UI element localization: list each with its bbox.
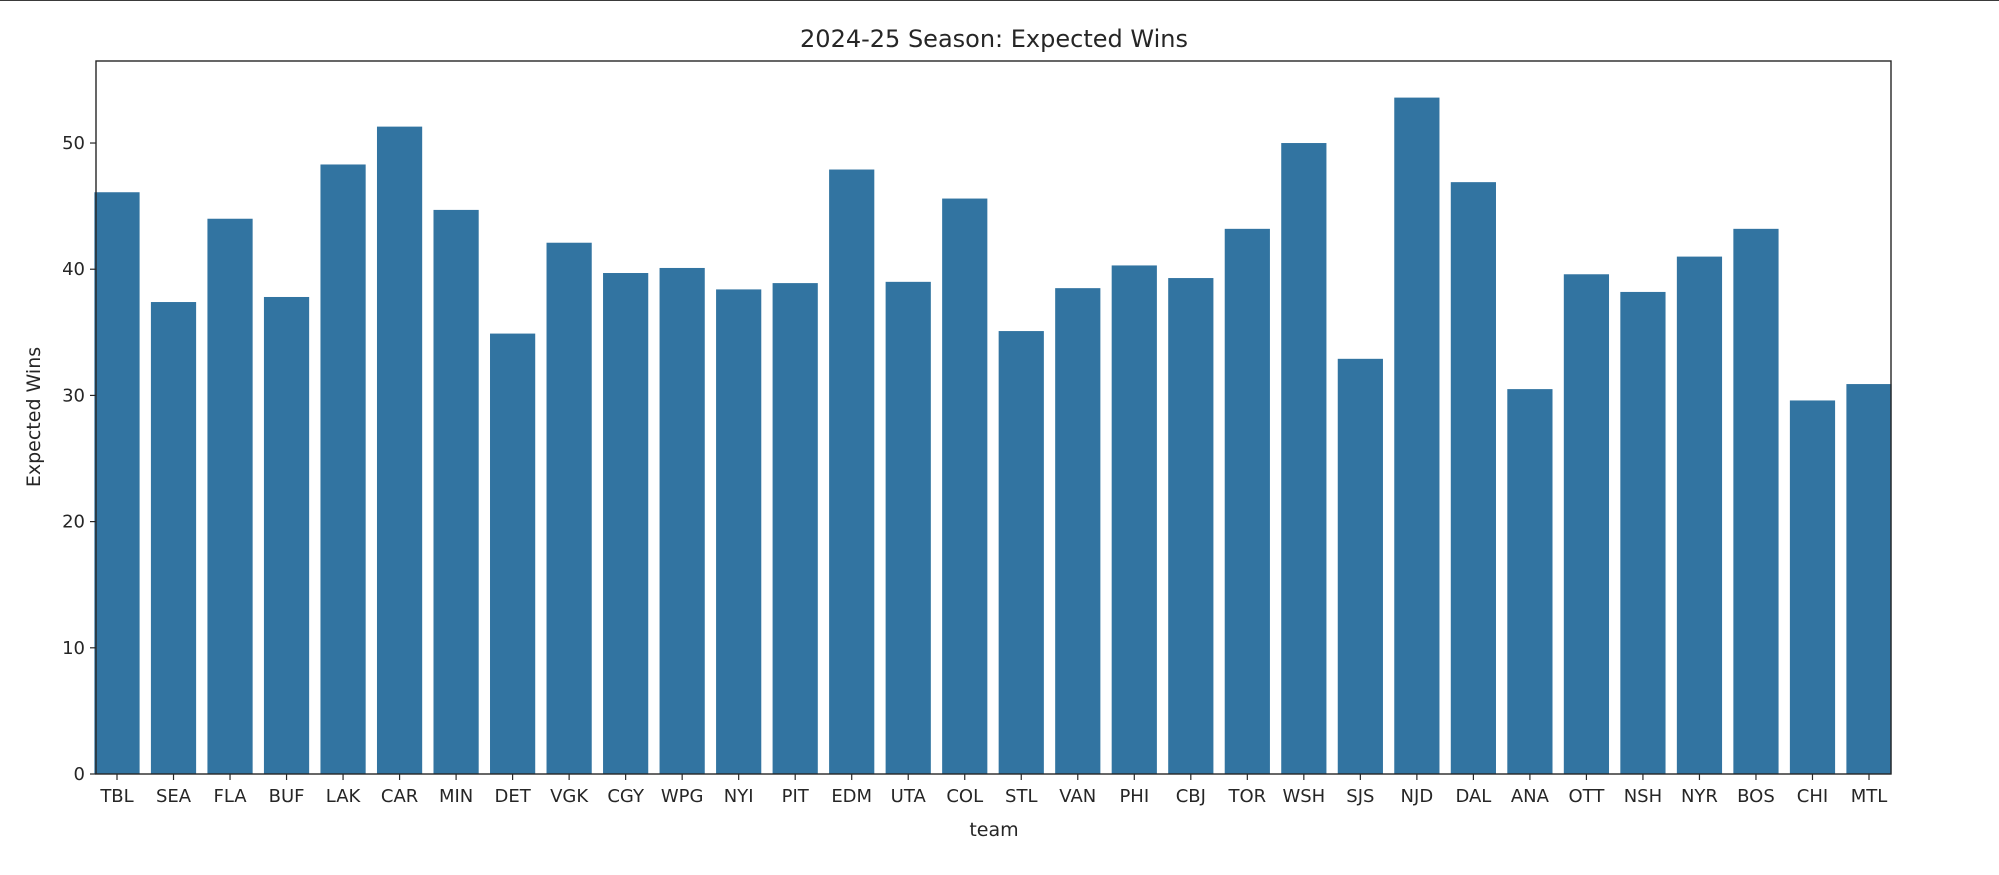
- bar-wsh: [1281, 143, 1327, 774]
- bar-van: [1055, 288, 1101, 774]
- x-tick-label-phi: PHI: [1119, 786, 1149, 807]
- x-tick-label-van: VAN: [1059, 786, 1096, 807]
- bar-nyr: [1676, 256, 1723, 775]
- bar-bos: [1733, 228, 1779, 775]
- x-tick-label-wsh: WSH: [1282, 786, 1325, 807]
- y-axis-ticks: 0 10 20 30 40 50: [62, 133, 96, 785]
- y-tick-label-40: 40: [62, 259, 85, 280]
- x-tick-label-edm: EDM: [831, 786, 872, 807]
- bar-edm: [829, 169, 875, 774]
- bar-fla: [207, 218, 253, 775]
- x-tick-label-uta: UTA: [891, 786, 927, 807]
- x-tick-label-buf: BUF: [269, 786, 305, 807]
- x-tick-label-njd: NJD: [1401, 786, 1434, 807]
- bar-nyi: [716, 289, 762, 774]
- x-tick-label-nyr: NYR: [1681, 786, 1718, 807]
- x-tick-label-ana: ANA: [1511, 786, 1550, 807]
- y-axis-label: Expected Wins: [23, 347, 45, 487]
- x-tick-label-sjs: SJS: [1346, 786, 1374, 807]
- bar-det: [490, 333, 536, 774]
- bar-tor: [1224, 228, 1270, 775]
- x-axis-ticks: TBL SEA FLA BUF LAK CAR MIN DET VGK CGY WPG NYI PIT E…: [99, 774, 1887, 807]
- bar-mtl: [1846, 384, 1892, 774]
- bar-phi: [1111, 265, 1157, 774]
- bar-min: [433, 209, 479, 774]
- y-tick-label-20: 20: [62, 512, 85, 533]
- bar-vgk: [546, 242, 592, 775]
- chart-title: 2024-25 Season: Expected Wins: [800, 25, 1188, 53]
- x-tick-label-ott: OTT: [1568, 786, 1605, 807]
- x-tick-label-tbl: TBL: [99, 786, 133, 807]
- bar-ott: [1563, 274, 1610, 774]
- x-tick-label-min: MIN: [439, 786, 473, 807]
- x-tick-label-mtl: MTL: [1851, 786, 1888, 807]
- y-tick-label-30: 30: [62, 385, 85, 406]
- bar-uta: [885, 281, 931, 774]
- bar-car: [376, 126, 423, 775]
- x-tick-label-tor: TOR: [1227, 786, 1266, 807]
- x-tick-label-sea: SEA: [156, 786, 192, 807]
- bar-pit: [772, 283, 818, 774]
- bar-nsh: [1620, 291, 1666, 774]
- x-tick-label-col: COL: [946, 786, 983, 807]
- bar-sea: [150, 302, 197, 774]
- bar-cbj: [1168, 278, 1214, 774]
- y-tick-label-10: 10: [62, 638, 85, 659]
- x-tick-label-pit: PIT: [782, 786, 810, 807]
- bar-stl: [998, 331, 1044, 774]
- bar-sjs: [1337, 358, 1383, 774]
- x-tick-label-nyi: NYI: [724, 786, 754, 807]
- x-tick-label-stl: STL: [1005, 786, 1037, 807]
- bar-chi: [1789, 400, 1836, 774]
- x-axis-label: team: [969, 819, 1018, 841]
- x-tick-label-wpg: WPG: [661, 786, 704, 807]
- bar-cgy: [603, 273, 649, 774]
- x-tick-label-car: CAR: [381, 786, 418, 807]
- y-tick-label-50: 50: [62, 133, 85, 154]
- x-tick-label-fla: FLA: [213, 786, 247, 807]
- bar-buf: [263, 296, 310, 774]
- bar-dal: [1450, 182, 1496, 774]
- x-tick-label-cgy: CGY: [607, 786, 645, 807]
- bar-col: [942, 198, 988, 775]
- y-tick-label-0: 0: [74, 764, 85, 785]
- x-tick-label-bos: BOS: [1737, 786, 1775, 807]
- plot-frame: [95, 60, 1892, 775]
- bar-ana: [1507, 389, 1553, 774]
- x-tick-label-cbj: CBJ: [1176, 786, 1206, 807]
- x-tick-label-dal: DAL: [1455, 786, 1491, 807]
- x-tick-label-det: DET: [494, 786, 531, 807]
- x-tick-label-chi: CHI: [1797, 786, 1828, 807]
- bars-group: [94, 97, 1892, 775]
- bar-wpg: [659, 267, 705, 774]
- bar-njd: [1394, 97, 1440, 775]
- x-tick-label-vgk: VGK: [550, 786, 589, 807]
- x-tick-label-nsh: NSH: [1624, 786, 1662, 807]
- x-tick-label-lak: LAK: [326, 786, 362, 807]
- bar-tbl: [94, 192, 140, 775]
- bar-lak: [320, 164, 366, 775]
- window-top-border: [0, 0, 1999, 1]
